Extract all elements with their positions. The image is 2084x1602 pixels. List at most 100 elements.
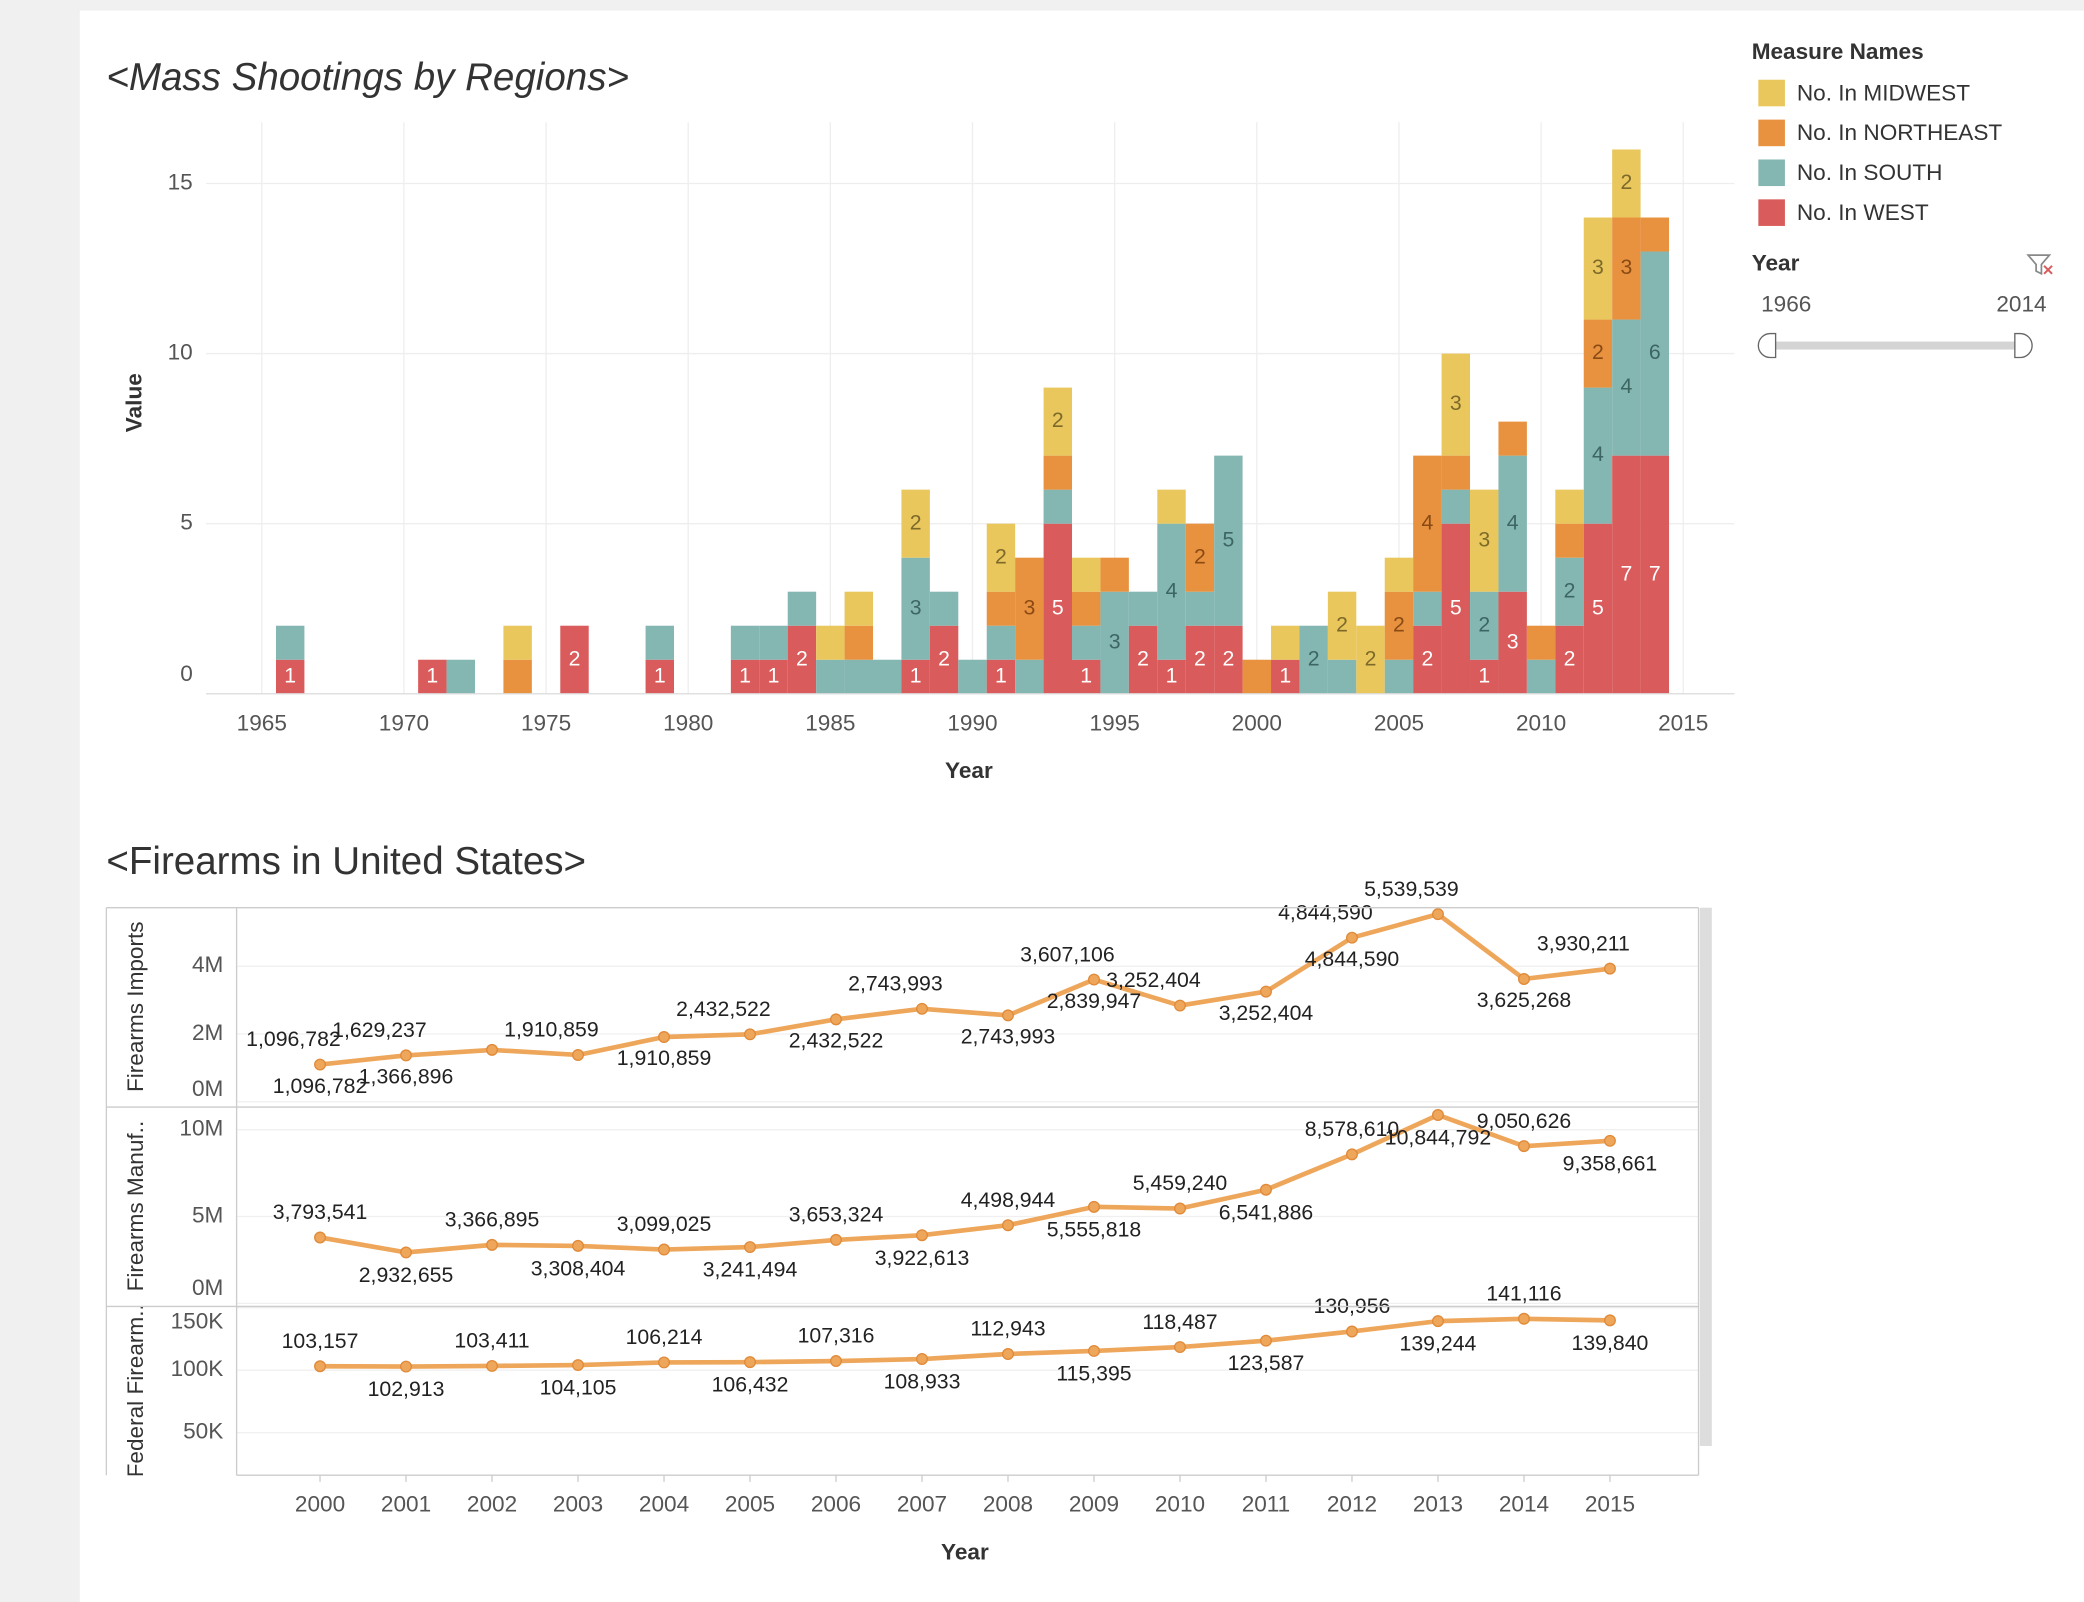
point	[1603, 1134, 1616, 1147]
bar-segment	[1242, 659, 1272, 694]
bar-segment	[787, 625, 817, 694]
point	[744, 1241, 756, 1254]
point	[658, 1031, 670, 1043]
bar-segment	[1043, 489, 1073, 524]
point-label: 106,432	[712, 1373, 789, 1397]
bar-label: 3	[1620, 255, 1632, 279]
slider-handle-min[interactable]	[1757, 332, 1777, 359]
y-axis-title: Federal Firearm..	[123, 1304, 148, 1477]
bar-segment	[1100, 557, 1129, 592]
point-label: 102,913	[368, 1377, 445, 1401]
bar-label: 2	[1393, 612, 1405, 636]
bar-segment	[1583, 387, 1613, 524]
legend-swatch	[1758, 159, 1785, 187]
bar-label: 1	[1080, 663, 1092, 687]
bar-segment	[986, 625, 1016, 660]
bar-label: 2	[1564, 578, 1576, 602]
bar-segment	[1157, 489, 1186, 524]
point-label: 3,653,324	[789, 1203, 884, 1227]
point-label: 5,459,240	[1133, 1171, 1228, 1195]
bar-segment	[1157, 523, 1186, 660]
bar-segment	[929, 591, 959, 626]
point	[1431, 1315, 1444, 1328]
legend-swatch	[1758, 79, 1785, 107]
bar-segment	[1612, 319, 1641, 456]
bar-segment	[1441, 523, 1471, 694]
bar-segment	[1498, 591, 1527, 694]
point-label: 3,625,268	[1477, 988, 1572, 1012]
bar-label: 2	[569, 646, 581, 670]
point-label: 1,366,896	[359, 1065, 454, 1089]
bar-segment	[1583, 523, 1613, 694]
x-tick-label: 2012	[1327, 1492, 1377, 1517]
bar-segment	[901, 659, 930, 694]
point	[1345, 931, 1358, 944]
bar-segment	[1072, 591, 1101, 626]
x-tick-label: 2005	[1374, 710, 1424, 735]
slider-handle-max[interactable]	[2014, 332, 2033, 359]
point	[1002, 1219, 1014, 1232]
point-label: 3,252,404	[1219, 1001, 1314, 1025]
point	[916, 1002, 928, 1015]
point-label: 2,932,655	[359, 1263, 454, 1287]
bar-label: 3	[1507, 629, 1519, 653]
x-tick-label: 1965	[237, 710, 287, 735]
bar-segment	[730, 625, 760, 660]
legend-swatch	[1758, 119, 1785, 147]
bar-segment	[1185, 591, 1215, 626]
bar-segment	[1640, 217, 1670, 252]
bar-label: 2	[1478, 612, 1490, 636]
point	[572, 1239, 584, 1252]
x-tick-label: 2011	[1242, 1492, 1291, 1517]
bar-label: 2	[1336, 612, 1348, 636]
filter-max: 2014	[1996, 292, 2046, 317]
filter-clear-icon[interactable]	[2026, 254, 2053, 276]
y-tick-label: 10	[168, 340, 193, 365]
bar-segment	[1470, 659, 1499, 694]
bar-label: 2	[938, 646, 950, 670]
point-label: 141,116	[1486, 1281, 1561, 1305]
x-tick-label: 2010	[1155, 1492, 1205, 1517]
bar-segment	[275, 625, 305, 660]
bar-segment	[446, 659, 475, 694]
point	[1345, 1148, 1358, 1161]
bar-segment	[503, 625, 532, 660]
point	[1002, 1348, 1014, 1360]
point	[1345, 1325, 1358, 1338]
bar-segment	[1441, 489, 1471, 524]
point	[1174, 1202, 1186, 1215]
point	[1603, 962, 1616, 975]
scrollbar[interactable]	[1699, 907, 1712, 1446]
bar-segment	[787, 591, 817, 626]
bar-label: 2	[1194, 544, 1206, 568]
point	[830, 1013, 842, 1026]
x-tick-label: 2000	[295, 1492, 345, 1517]
bar-label: 2	[1194, 646, 1206, 670]
legend-label: No. In MIDWEST	[1797, 80, 1970, 105]
y-tick-label: 100K	[171, 1356, 224, 1381]
bar-label: 4	[1166, 578, 1178, 602]
bar-label: 2	[1222, 646, 1234, 670]
point	[486, 1359, 499, 1372]
line	[319, 1112, 1611, 1255]
point-label: 2,743,993	[848, 971, 943, 995]
bar-segment	[418, 659, 447, 694]
x-tick-label: 1995	[1090, 710, 1140, 735]
y-tick-label: 4M	[192, 952, 223, 977]
bar-segment	[1100, 591, 1129, 694]
point-label: 4,844,590	[1278, 900, 1373, 924]
bar-label: 4	[1421, 510, 1433, 534]
x-tick-label: 2005	[725, 1492, 775, 1517]
bar-segment	[816, 659, 845, 694]
bar-label: 1	[284, 663, 296, 687]
legend-label: No. In WEST	[1797, 200, 1929, 225]
bar-segment	[901, 489, 930, 558]
slider-track[interactable]	[1767, 341, 2023, 350]
x-axis-title: Year	[945, 758, 993, 783]
bar-label: 3	[910, 595, 922, 619]
bar-segment	[645, 659, 674, 694]
point-label: 2,839,947	[1047, 989, 1142, 1013]
bar-segment	[275, 659, 305, 694]
bar-segment	[1384, 659, 1414, 694]
point	[400, 1360, 413, 1373]
